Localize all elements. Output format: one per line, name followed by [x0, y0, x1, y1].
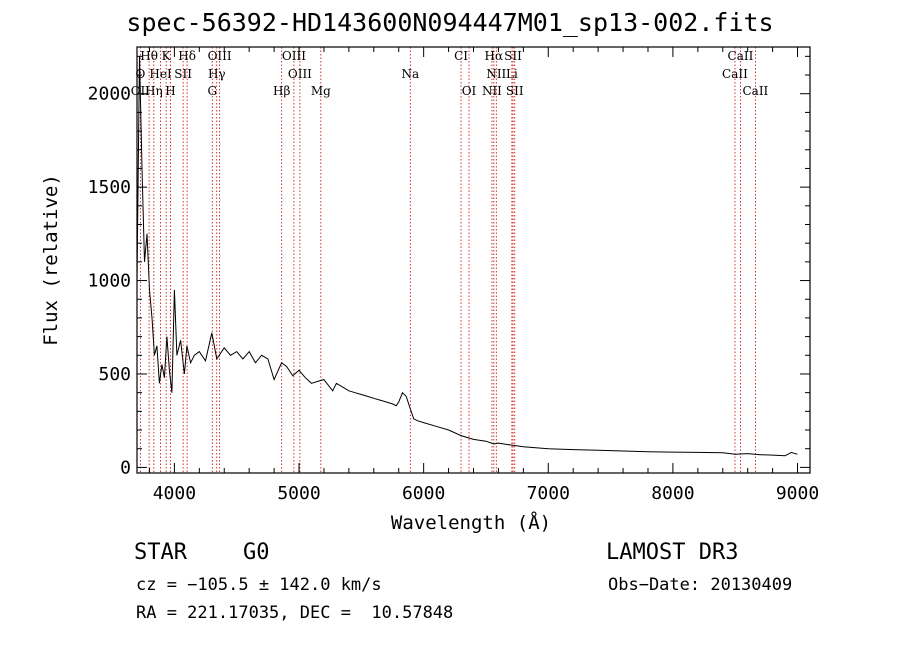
spectral-line-label: Hθ — [140, 49, 158, 63]
x-tick-label: 7000 — [527, 483, 570, 504]
y-axis-label: Flux (relative) — [40, 174, 62, 346]
y-tick-label: 1500 — [88, 177, 131, 198]
spectral-line-label: G — [207, 84, 217, 98]
y-tick-label: 0 — [120, 457, 131, 478]
spectral-line-label: CaII — [722, 67, 748, 81]
spectral-line-label: OIII — [208, 49, 232, 63]
spectral-line-label: SII — [174, 67, 192, 81]
x-tick-label: 6000 — [402, 483, 445, 504]
spectral-line-label: Hγ — [208, 67, 226, 81]
spectral-line-label: Na — [401, 67, 419, 81]
spectral-line-label: OI — [462, 84, 477, 98]
y-tick-label: 1000 — [88, 271, 131, 292]
object-subclass: G0 — [243, 540, 270, 565]
spectral-line-label: OIII — [288, 67, 312, 81]
x-tick-label: 8000 — [651, 483, 694, 504]
x-tick-label: 4000 — [153, 483, 196, 504]
spectral-line-label: CaII — [728, 49, 754, 63]
object-class: STAR — [134, 540, 187, 565]
x-axis-label: Wavelength (Å) — [391, 511, 551, 534]
spectral-line-label: SII — [504, 49, 522, 63]
spectral-line-markers — [139, 47, 756, 473]
spectral-line-label: Hδ — [178, 49, 196, 63]
spectral-line-label: Hα — [485, 49, 504, 63]
y-axis-ticks: 0 500 1000 1500 2000 — [88, 55, 810, 478]
x-tick-label: 5000 — [277, 483, 320, 504]
chart-title: spec-56392-HD143600N094447M01_sp13-002.f… — [126, 8, 774, 37]
survey-name: LAMOST DR3 — [606, 540, 739, 565]
spectral-line-label: CaII — [742, 84, 768, 98]
redshift-cz: cz = −105.5 ± 142.0 km/s — [136, 575, 382, 595]
y-tick-label: 2000 — [88, 84, 131, 105]
spectral-line-label: Hη — [145, 84, 163, 98]
spectral-line-label: CI — [454, 49, 468, 63]
x-axis-ticks: 4000 5000 6000 7000 8000 9000 — [148, 47, 819, 504]
spectral-line-label: Hβ — [273, 84, 290, 98]
spectral-line-label: Li — [506, 67, 518, 81]
spectral-line-label: NII — [482, 84, 502, 98]
observation-date: Obs−Date: 20130409 — [608, 575, 793, 595]
spectrum-series-line — [136, 56, 798, 457]
spectral-line-label: H — [165, 84, 175, 98]
spectral-line-label: OIII — [282, 49, 306, 63]
plot-frame — [136, 46, 811, 474]
spectral-line-label: K — [162, 49, 172, 63]
spectral-line-label: SII — [506, 84, 524, 98]
spectral-line-label: NII — [486, 67, 506, 81]
spectral-line-label: Mg — [311, 84, 331, 98]
spectral-line-label: HeI — [149, 67, 172, 81]
y-tick-label: 500 — [98, 364, 131, 385]
ra-dec-coordinates: RA = 221.17035, DEC = 10.57848 — [136, 603, 454, 623]
spectral-line-label: O — [135, 67, 145, 81]
x-tick-label: 9000 — [776, 483, 819, 504]
